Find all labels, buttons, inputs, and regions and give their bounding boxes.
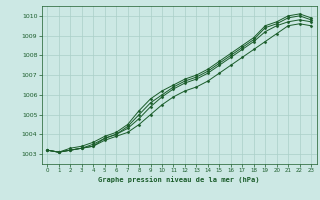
X-axis label: Graphe pression niveau de la mer (hPa): Graphe pression niveau de la mer (hPa) (99, 176, 260, 183)
